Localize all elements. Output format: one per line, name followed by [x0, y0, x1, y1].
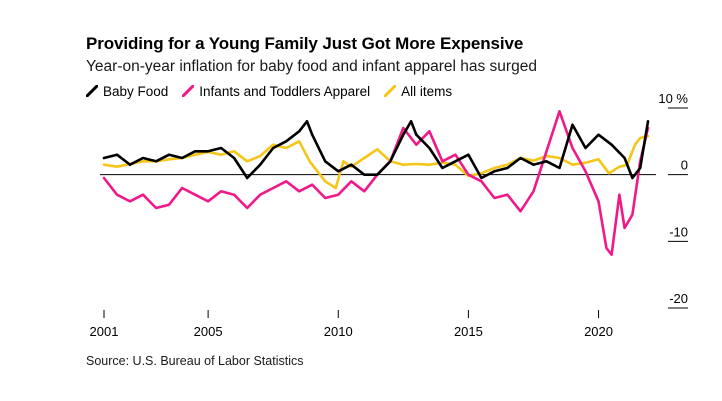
x-tick-label: 2015 — [454, 324, 483, 339]
x-tick-label: 2005 — [194, 324, 223, 339]
legend-swatch-infant-apparel — [182, 85, 195, 97]
series-line-infants-and-toddlers-apparel — [102, 110, 650, 256]
y-tick-label: 10 % — [658, 91, 688, 106]
x-tick-label: 2010 — [324, 324, 353, 339]
chart-legend: Baby Food Infants and Toddlers Apparel A… — [86, 82, 466, 100]
legend-item-baby-food: Baby Food — [86, 84, 168, 99]
chart-subtitle: Year-on-year inflation for baby food and… — [86, 58, 537, 75]
legend-swatch-baby-food — [86, 85, 98, 97]
chart-title: Providing for a Young Family Just Got Mo… — [86, 34, 524, 53]
x-tick-label: 2001 — [90, 324, 119, 339]
legend-label-infant-apparel: Infants and Toddlers Apparel — [199, 83, 371, 99]
legend-item-all-items: All items — [384, 84, 452, 99]
y-tick-label: 0 — [681, 158, 688, 173]
y-tick-label: -10 — [669, 224, 688, 239]
legend-label-all-items: All items — [401, 83, 453, 99]
legend-item-infant-apparel: Infants and Toddlers Apparel — [182, 84, 370, 99]
series-line-all-items — [102, 134, 650, 190]
legend-label-baby-food: Baby Food — [103, 83, 169, 99]
series-line-baby-food — [102, 120, 650, 180]
chart-source: Source: U.S. Bureau of Labor Statistics — [86, 354, 304, 368]
x-tick-label: 2020 — [584, 324, 613, 339]
y-tick-label: -20 — [669, 291, 688, 306]
legend-swatch-all-items — [384, 85, 397, 97]
